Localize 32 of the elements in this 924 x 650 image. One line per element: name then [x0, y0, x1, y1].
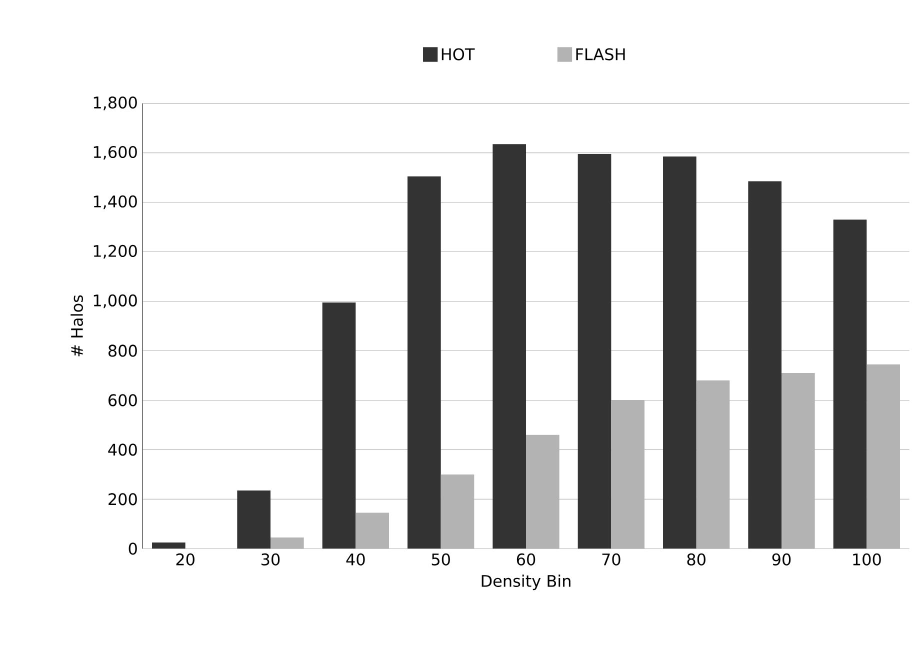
y-tick-label: 200: [108, 493, 137, 506]
x-tick-label: 90: [772, 553, 791, 566]
bar: [578, 154, 612, 549]
y-axis-title: # Halos: [70, 295, 83, 356]
x-axis-title: Density Bin: [482, 574, 570, 590]
y-tick-label: 1,000: [94, 294, 137, 308]
bar: [663, 156, 696, 549]
bar: [152, 542, 186, 549]
bar: [408, 176, 441, 549]
x-tick-label: 20: [176, 553, 194, 566]
x-tick-label: 40: [346, 553, 365, 566]
y-tick-label: 0: [128, 542, 137, 555]
y-tick-label: 1,200: [94, 244, 137, 259]
bar: [833, 220, 867, 549]
legend-label: FLASH: [576, 48, 625, 60]
x-tick-label: 30: [262, 553, 280, 566]
y-tick-label: 1,400: [94, 195, 137, 210]
x-tick-label: 50: [432, 553, 450, 566]
bar: [748, 181, 782, 549]
x-tick-label: 80: [687, 553, 706, 566]
y-tick-label: 1,600: [94, 146, 137, 160]
x-tick-label: 70: [602, 553, 620, 566]
y-tick-label: 1,800: [94, 96, 137, 110]
bar: [237, 490, 271, 549]
y-tick-label: 400: [108, 444, 137, 456]
legend-label: HOT: [442, 48, 475, 60]
y-tick-label: 600: [108, 394, 137, 406]
bar: [322, 302, 356, 549]
bar: [492, 144, 526, 549]
y-tick-label: 800: [108, 344, 137, 357]
x-tick-label: 60: [516, 553, 536, 566]
x-tick-label: 100: [853, 553, 881, 566]
